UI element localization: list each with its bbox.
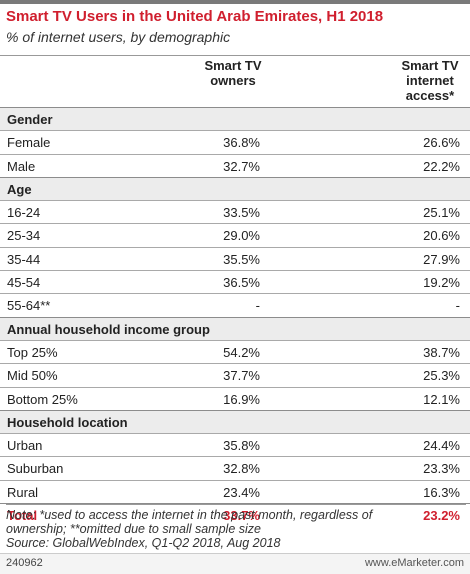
owners-value: 32.8% [223, 461, 260, 477]
source-line: Source: GlobalWebIndex, Q1-Q2 2018, Aug … [6, 536, 281, 550]
internet-access-value: 22.2% [423, 158, 460, 174]
row-label: 45-54 [7, 275, 41, 291]
internet-access-value: 38.7% [423, 344, 460, 360]
owners-value: - [255, 298, 260, 314]
internet-access-value: 19.2% [423, 275, 460, 291]
section-label: Household location [7, 414, 128, 430]
brand-link[interactable]: www.eMarketer.com [364, 557, 464, 569]
owners-value: 32.7% [223, 158, 260, 174]
section-header: Gender [0, 107, 470, 131]
row-label: Mid 50% [7, 368, 58, 384]
owners-value: 29.0% [223, 228, 260, 244]
section-label: Gender [7, 112, 53, 127]
internet-access-value: - [455, 298, 460, 314]
owners-value: 35.8% [223, 438, 260, 454]
row-label: 35-44 [7, 251, 41, 267]
owners-value: 54.2% [223, 344, 260, 360]
column-header-row: Smart TV owners Smart TV internet access* [0, 55, 470, 107]
internet-access-value: 25.3% [423, 368, 460, 384]
table-row: 35-44 35.5% 27.9% [0, 246, 470, 270]
owners-value: 33.7% [223, 508, 260, 524]
table-row: 45-54 36.5% 19.2% [0, 270, 470, 293]
internet-access-value: 25.1% [423, 205, 460, 221]
owners-value: 37.7% [223, 368, 260, 384]
internet-access-value: 16.3% [423, 484, 460, 500]
row-label: 16-24 [7, 205, 41, 221]
row-label: Rural [7, 484, 39, 500]
row-label: Male [7, 158, 36, 174]
section-label: Age [7, 181, 32, 197]
internet-access-value: 23.2% [423, 508, 460, 524]
notes: Note: *used to access the internet in th… [6, 504, 466, 550]
owners-value: 35.5% [223, 251, 260, 267]
table-row: Urban 35.8% 24.4% [0, 433, 470, 456]
table-row: Female 36.8% 26.6% [0, 130, 470, 153]
table-body: Gender Female 36.8% 26.6% Male 32.7% 22.2% Age 1… [0, 107, 470, 526]
table-row: Bottom 25% 16.9% 12.1% [0, 386, 470, 410]
section-header: Age [0, 176, 470, 201]
chart-title: Smart TV Users in the United Arab Emirat… [6, 8, 384, 25]
internet-access-value: 20.6% [423, 228, 460, 244]
table-row: Top 25% 54.2% 38.7% [0, 339, 470, 363]
row-label: 25-34 [7, 228, 41, 244]
row-label: Urban [7, 438, 43, 454]
owners-value: 33.5% [223, 205, 260, 221]
owners-value: 16.9% [223, 391, 260, 407]
internet-access-value: 27.9% [423, 251, 460, 267]
table-row: Suburban 32.8% 23.3% [0, 456, 470, 479]
footer: 240962 www.eMarketer.com [0, 553, 470, 574]
owners-value: 36.5% [223, 275, 260, 291]
table-row: Rural 23.4% 16.3% [0, 479, 470, 503]
table-row: 55-64** - - [0, 293, 470, 316]
total-row: Total 33.7% 23.2% [0, 503, 470, 526]
table-row: Male 32.7% 22.2% [0, 153, 470, 177]
chart-id: 240962 [6, 557, 43, 569]
internet-access-value: 23.3% [423, 461, 460, 477]
row-label: Top 25% [7, 344, 58, 360]
owners-value: 23.4% [223, 484, 260, 500]
note-line-1: Note: *used to access the internet in th… [6, 508, 373, 522]
table-row: Mid 50% 37.7% 25.3% [0, 363, 470, 386]
section-label: Annual household income group [7, 321, 210, 337]
row-label: 55-64** [7, 298, 51, 314]
section-header: Annual household income group [0, 316, 470, 340]
internet-access-value: 26.6% [423, 135, 460, 151]
note-line-2: ownership; **omitted due to small sample… [6, 522, 261, 536]
top-bar [0, 0, 470, 4]
table-row: 16-24 33.5% 25.1% [0, 200, 470, 223]
table-row: 25-34 29.0% 20.6% [0, 223, 470, 246]
section-header: Household location [0, 409, 470, 434]
owners-value: 36.8% [223, 135, 260, 151]
column-header-internet-access: Smart TV internet access* [401, 58, 459, 103]
row-label: Suburban [7, 461, 64, 477]
internet-access-value: 24.4% [423, 438, 460, 454]
row-label: Female [7, 135, 51, 151]
row-label: Bottom 25% [7, 391, 78, 407]
chart-subtitle: % of internet users, by demographic [6, 29, 231, 45]
column-header-owners: Smart TV owners [204, 58, 262, 88]
internet-access-value: 12.1% [423, 391, 460, 407]
row-label: Total [7, 508, 38, 524]
